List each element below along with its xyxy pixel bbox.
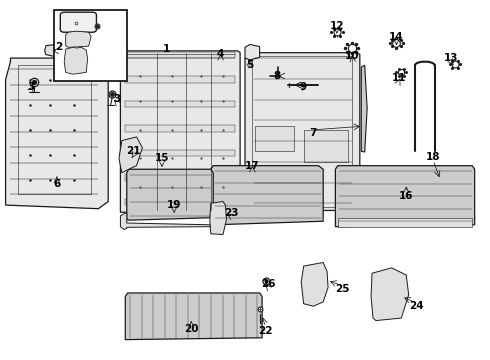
Polygon shape bbox=[255, 126, 294, 151]
Polygon shape bbox=[125, 101, 235, 107]
Text: 13: 13 bbox=[444, 53, 459, 63]
Text: 16: 16 bbox=[399, 191, 414, 201]
Polygon shape bbox=[361, 65, 367, 152]
Text: 6: 6 bbox=[53, 179, 60, 189]
Text: 20: 20 bbox=[184, 324, 198, 334]
Polygon shape bbox=[335, 166, 475, 226]
Text: 18: 18 bbox=[426, 152, 441, 162]
Text: 21: 21 bbox=[126, 146, 141, 156]
Polygon shape bbox=[338, 218, 472, 226]
Text: 4: 4 bbox=[217, 49, 224, 59]
Polygon shape bbox=[66, 31, 91, 47]
Polygon shape bbox=[45, 44, 59, 56]
Text: 11: 11 bbox=[392, 73, 406, 83]
Text: 1: 1 bbox=[163, 44, 171, 54]
Text: 22: 22 bbox=[258, 326, 273, 336]
Text: 2: 2 bbox=[55, 42, 62, 52]
Polygon shape bbox=[125, 150, 235, 156]
Text: 10: 10 bbox=[345, 51, 360, 61]
Polygon shape bbox=[304, 130, 347, 162]
Text: 8: 8 bbox=[273, 71, 280, 81]
Polygon shape bbox=[211, 166, 323, 225]
Polygon shape bbox=[245, 44, 260, 60]
Bar bbox=[54, 10, 127, 81]
FancyBboxPatch shape bbox=[60, 12, 97, 32]
Text: 5: 5 bbox=[246, 60, 253, 70]
Polygon shape bbox=[125, 76, 235, 82]
Text: 25: 25 bbox=[336, 284, 350, 294]
Polygon shape bbox=[125, 293, 262, 339]
Polygon shape bbox=[119, 137, 143, 173]
Text: 9: 9 bbox=[299, 82, 306, 92]
Text: 3: 3 bbox=[113, 94, 121, 104]
Text: 12: 12 bbox=[330, 21, 344, 31]
Polygon shape bbox=[371, 268, 409, 320]
Text: 26: 26 bbox=[261, 279, 276, 289]
Polygon shape bbox=[245, 53, 360, 211]
Polygon shape bbox=[121, 51, 240, 212]
Polygon shape bbox=[125, 51, 235, 58]
Text: 3: 3 bbox=[27, 82, 35, 92]
Text: 7: 7 bbox=[310, 129, 317, 138]
Text: 23: 23 bbox=[224, 208, 239, 218]
Polygon shape bbox=[210, 202, 226, 234]
Text: 15: 15 bbox=[155, 153, 169, 163]
Text: 19: 19 bbox=[167, 200, 181, 210]
Polygon shape bbox=[125, 125, 235, 132]
Polygon shape bbox=[121, 212, 216, 229]
Polygon shape bbox=[127, 169, 213, 220]
Text: 24: 24 bbox=[409, 301, 423, 311]
Polygon shape bbox=[64, 47, 88, 74]
Polygon shape bbox=[125, 174, 235, 181]
Text: 17: 17 bbox=[245, 161, 260, 171]
Polygon shape bbox=[5, 58, 108, 209]
Polygon shape bbox=[301, 262, 328, 306]
Text: 14: 14 bbox=[389, 32, 404, 41]
Polygon shape bbox=[125, 199, 235, 205]
